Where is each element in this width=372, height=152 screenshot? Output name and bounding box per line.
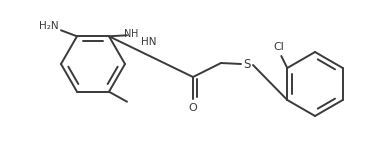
Text: HN: HN <box>141 37 157 47</box>
Text: Cl: Cl <box>274 42 285 52</box>
Text: H: H <box>131 29 138 39</box>
Text: H₂N: H₂N <box>39 21 59 31</box>
Text: S: S <box>243 59 251 71</box>
Text: N: N <box>124 29 131 39</box>
Text: O: O <box>189 103 198 113</box>
